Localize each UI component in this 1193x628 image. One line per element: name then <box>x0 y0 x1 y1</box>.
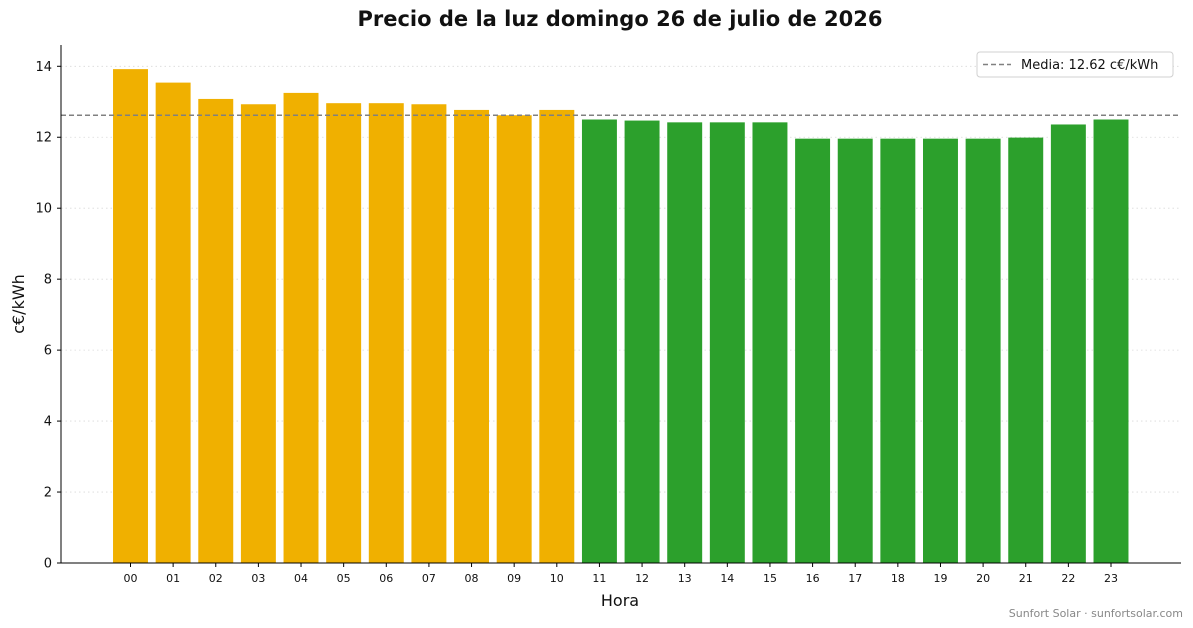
bar-21 <box>1008 137 1044 563</box>
x-tick-label: 05 <box>337 572 351 585</box>
bar-07 <box>411 104 447 564</box>
x-tick-label: 17 <box>848 572 862 585</box>
y-axis-label: c€/kWh <box>9 274 28 334</box>
bar-02 <box>198 98 234 563</box>
x-tick-label: 11 <box>592 572 606 585</box>
x-tick-label: 18 <box>891 572 905 585</box>
x-tick-label: 09 <box>507 572 521 585</box>
y-tick-label: 14 <box>35 60 52 75</box>
bar-12 <box>624 120 660 564</box>
x-tick-label: 07 <box>422 572 436 585</box>
bar-13 <box>667 122 703 563</box>
bar-20 <box>965 138 1001 563</box>
y-tick-label: 0 <box>44 557 52 572</box>
x-tick-label: 03 <box>251 572 265 585</box>
bar-04 <box>283 92 319 563</box>
bar-08 <box>454 109 490 563</box>
x-tick-label: 04 <box>294 572 308 585</box>
x-tick-label: 23 <box>1104 572 1118 585</box>
x-tick-label: 02 <box>209 572 223 585</box>
x-tick-label: 22 <box>1061 572 1075 585</box>
bar-19 <box>922 138 958 563</box>
x-tick-label: 14 <box>720 572 734 585</box>
x-tick-label: 16 <box>806 572 820 585</box>
bar-17 <box>837 138 873 563</box>
bar-18 <box>880 138 916 563</box>
x-tick-label: 08 <box>465 572 479 585</box>
bar-16 <box>795 138 831 563</box>
y-tick-label: 8 <box>44 273 52 288</box>
bar-06 <box>368 103 404 563</box>
chart-title: Precio de la luz domingo 26 de julio de … <box>357 7 882 31</box>
x-tick-label: 20 <box>976 572 990 585</box>
bar-03 <box>240 104 276 564</box>
bar-01 <box>155 82 191 563</box>
y-tick-label: 10 <box>35 202 52 217</box>
bar-11 <box>581 119 617 564</box>
y-tick-label: 4 <box>44 415 52 430</box>
axes <box>60 45 1181 564</box>
y-tick-label: 6 <box>44 344 52 359</box>
x-tick-label: 21 <box>1019 572 1033 585</box>
x-tick-label: 19 <box>933 572 947 585</box>
bars <box>113 69 1129 564</box>
bar-15 <box>752 122 788 563</box>
legend: Media: 12.62 c€/kWh <box>976 51 1174 78</box>
x-tick-label: 10 <box>550 572 564 585</box>
y-ticks: 0 2 4 6 8 10 12 14 <box>35 60 61 572</box>
x-tick-label: 12 <box>635 572 649 585</box>
bar-22 <box>1050 124 1086 564</box>
x-tick-label: 15 <box>763 572 777 585</box>
x-ticks: 00 01 02 03 04 05 06 07 08 09 10 11 12 13 14 15 16 17 18 19… <box>124 563 1118 585</box>
bar-00 <box>113 69 148 563</box>
legend-box <box>976 51 1174 78</box>
x-tick-label: 06 <box>379 572 393 585</box>
legend-mean-label: Media: 12.62 c€/kWh <box>1021 58 1158 73</box>
x-tick-label: 01 <box>166 572 180 585</box>
bar-05 <box>326 103 362 563</box>
x-tick-label: 00 <box>124 572 138 585</box>
x-axis-label: Hora <box>601 591 639 610</box>
bar-23 <box>1093 119 1129 564</box>
x-tick-label: 13 <box>678 572 692 585</box>
bar-09 <box>496 115 532 563</box>
bar-10 <box>539 109 575 563</box>
footer-credit: Sunfort Solar · sunfortsolar.com <box>1009 607 1183 620</box>
y-tick-label: 2 <box>44 486 52 501</box>
y-tick-label: 12 <box>35 131 52 146</box>
bar-14 <box>709 122 745 563</box>
